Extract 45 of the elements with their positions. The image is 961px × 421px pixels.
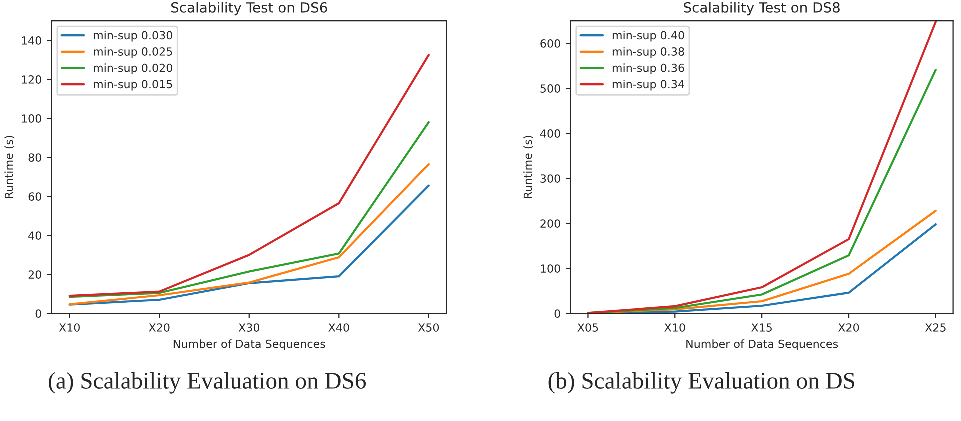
- line-series: [587, 21, 937, 314]
- y-tick-label: 100: [22, 114, 42, 123]
- y-tick-label: 500: [540, 84, 560, 93]
- legend-label: min-sup 0.015: [94, 80, 172, 91]
- legend-label: min-sup 0.020: [94, 64, 172, 74]
- y-tick-label: 0: [554, 310, 560, 318]
- x-tick-label: X05: [578, 324, 598, 332]
- x-axis-title: Number of Data Sequences: [686, 340, 838, 350]
- legend-label: min-sup 0.025: [94, 47, 172, 58]
- y-tick-label: 80: [28, 154, 42, 162]
- y-tick-label: 0: [36, 310, 42, 318]
- chart-title: Scalability Test on DS6: [171, 2, 328, 16]
- y-tick-label: 20: [28, 270, 42, 280]
- y-axis-title: Runtime (s): [524, 136, 534, 198]
- legend-label: min-sup 0.34: [612, 80, 684, 91]
- x-tick-label: X40: [328, 324, 350, 332]
- line-series: [68, 163, 430, 306]
- text: (a) Scalability Evaluation on DS6: [49, 372, 366, 394]
- legend-label: min-sup 0.36: [612, 64, 684, 74]
- y-tick-label: 300: [540, 174, 560, 183]
- y-tick-label: 120: [22, 76, 42, 84]
- legend-label: min-sup 0.030: [94, 31, 172, 42]
- y-tick-label: 140: [22, 36, 42, 45]
- legend-label: min-sup 0.40: [612, 31, 684, 42]
- y-tick-label: 40: [28, 232, 42, 240]
- y-tick-label: 200: [540, 220, 560, 228]
- line-series: [68, 184, 430, 306]
- legend-label: min-sup 0.38: [612, 47, 684, 58]
- x-axis-title: Number of Data Sequences: [174, 340, 326, 350]
- line-series: [68, 121, 430, 298]
- chart-title: Scalability Test on DS8: [684, 2, 840, 16]
- x-tick-label: X15: [752, 324, 772, 332]
- y-axis-title: Runtime (s): [4, 136, 15, 198]
- y-tick-label: 100: [541, 264, 560, 274]
- x-tick-label: X20: [838, 324, 860, 332]
- x-tick-label: X10: [59, 324, 80, 332]
- x-tick-label: X20: [149, 324, 170, 332]
- y-tick-label: 400: [540, 130, 560, 138]
- x-tick-label: X25: [925, 324, 946, 332]
- x-tick-label: X50: [418, 324, 440, 332]
- x-tick-label: X10: [664, 324, 686, 332]
- y-tick-label: 600: [540, 40, 560, 48]
- x-tick-label: X30: [238, 324, 260, 332]
- y-tick-label: 60: [28, 192, 42, 201]
- text: (b) Scalability Evaluation on DS: [548, 372, 855, 394]
